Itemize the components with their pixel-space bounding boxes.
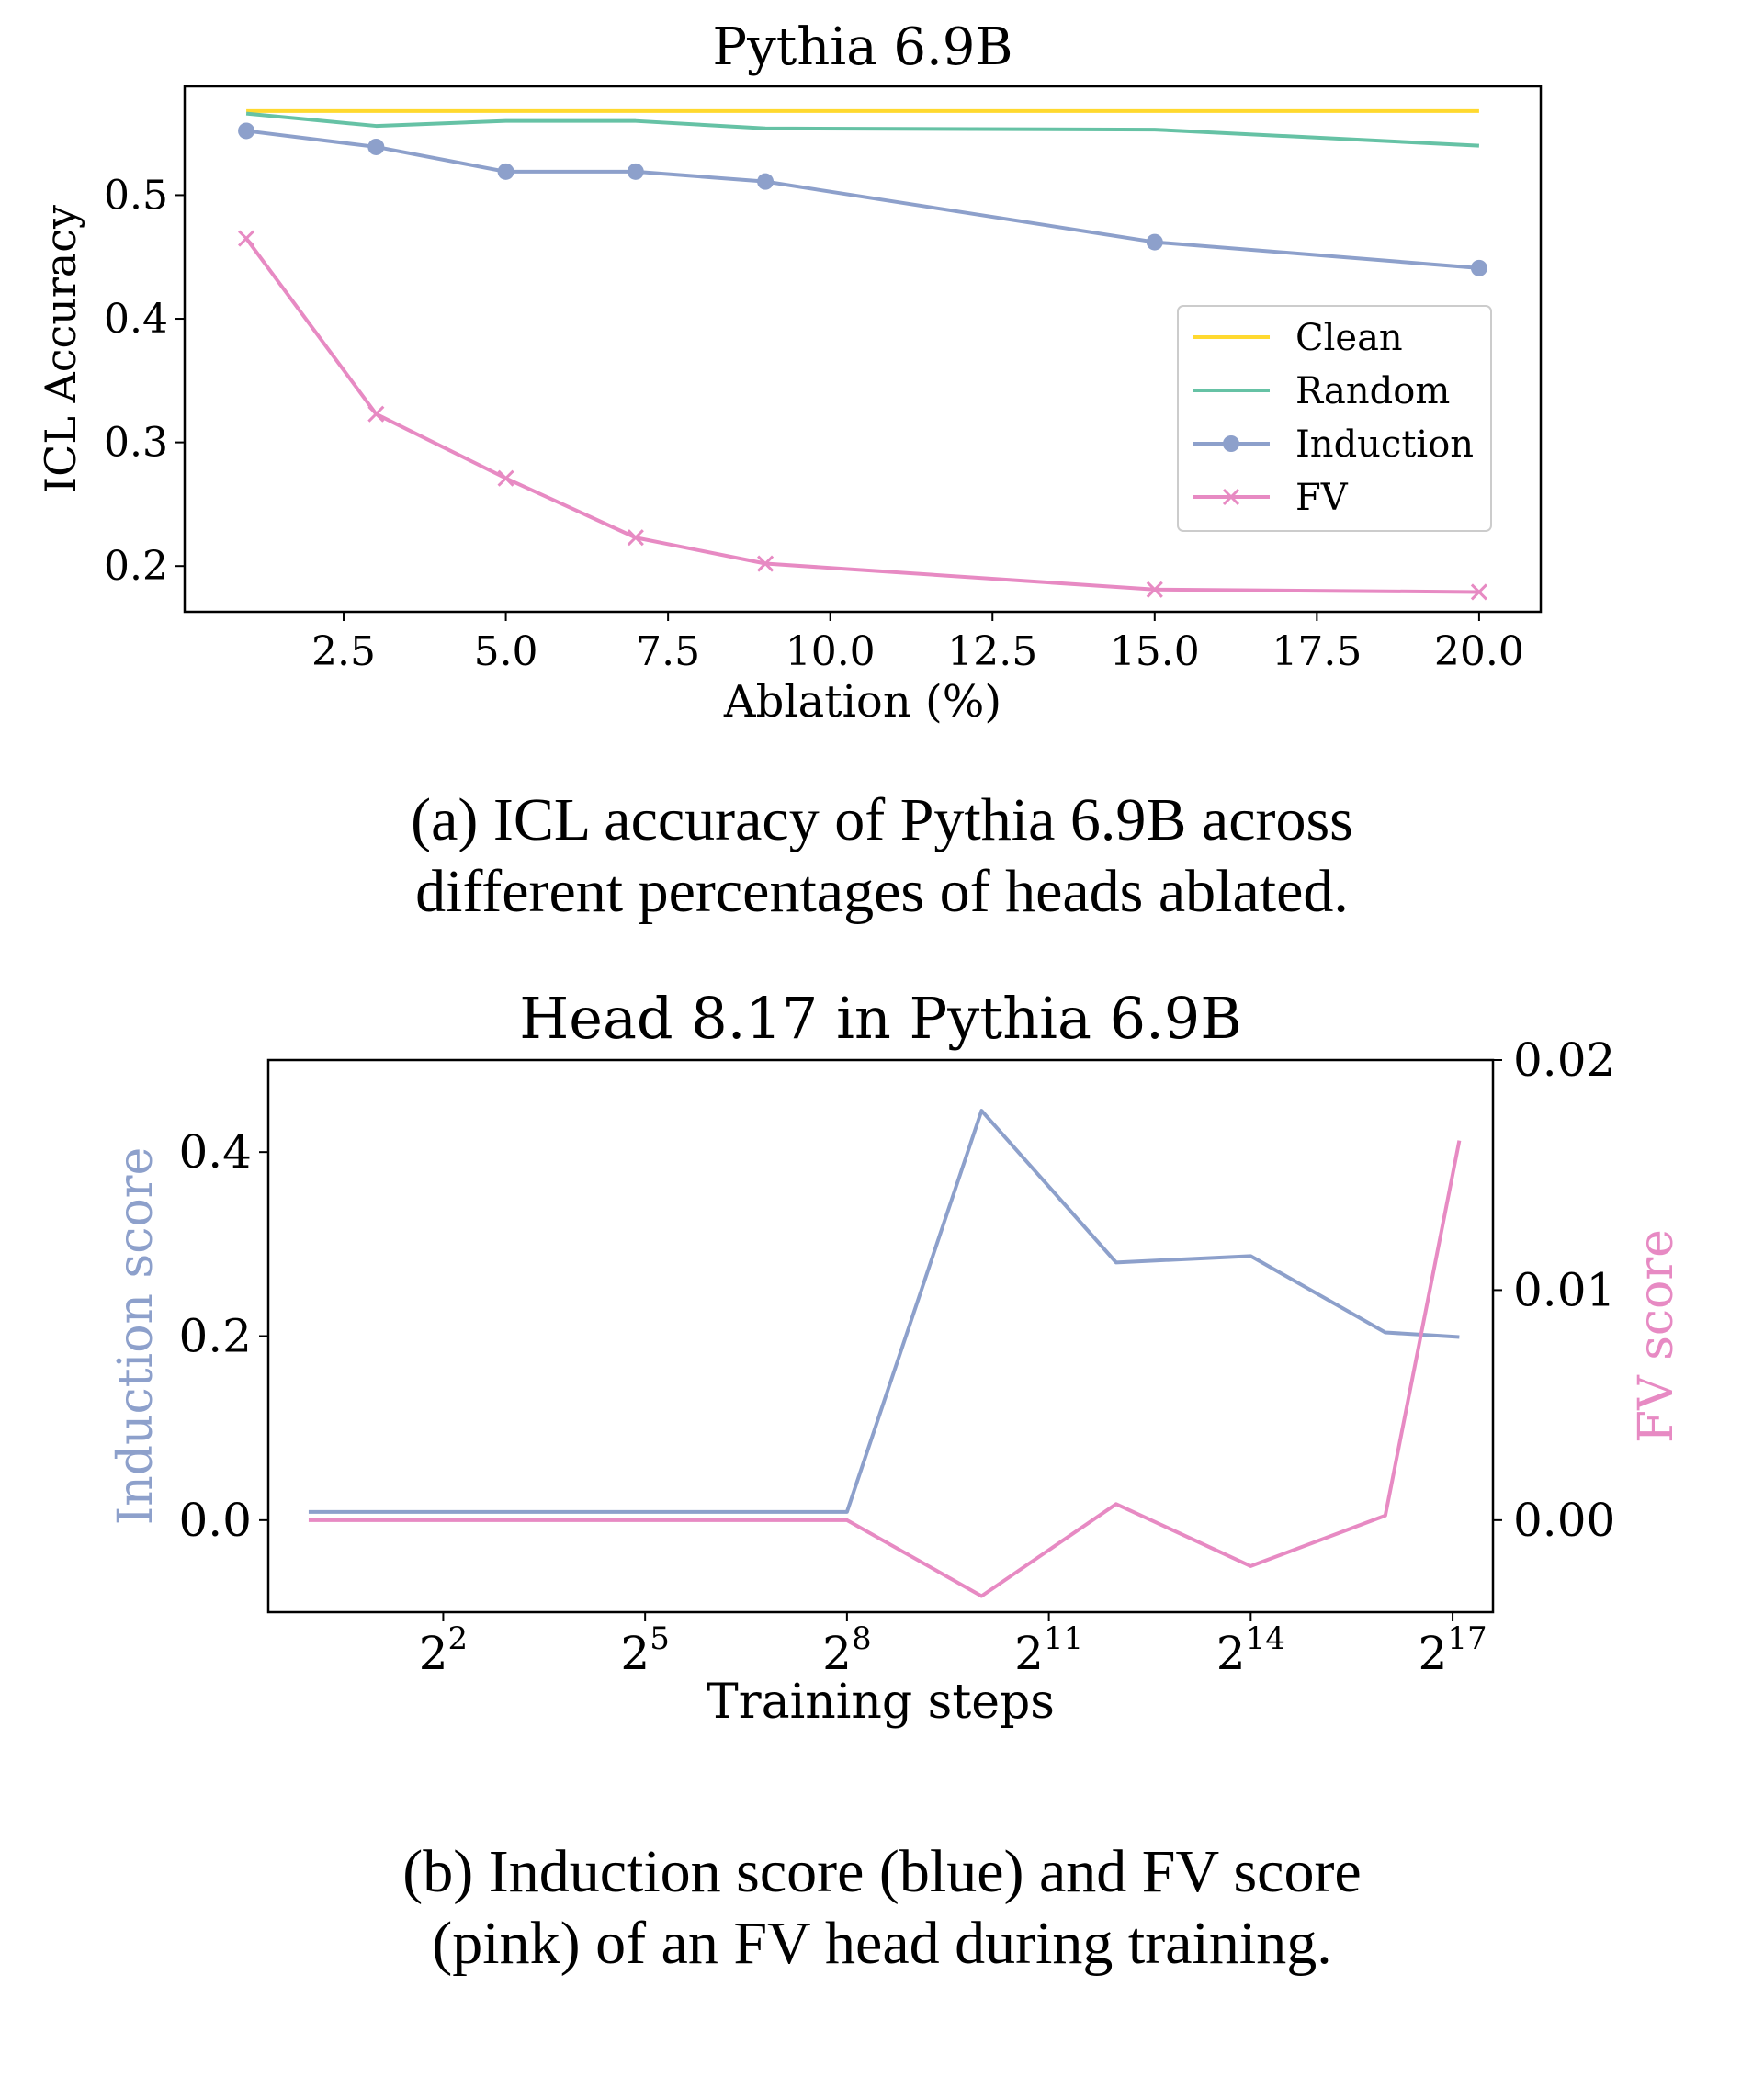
y-right-axis-label: FV score xyxy=(1629,1229,1684,1443)
x-tick-label: 5.0 xyxy=(474,628,538,675)
y-right-tick-label: 0.02 xyxy=(1513,1033,1615,1087)
x-tick-exponent: 17 xyxy=(1447,1620,1487,1657)
y-tick-label: 0.3 xyxy=(104,420,168,467)
point-fv xyxy=(757,555,775,572)
x-tick-label: 211 xyxy=(1014,1620,1083,1680)
x-tick-base: 2 xyxy=(620,1627,650,1680)
x-tick-exponent: 8 xyxy=(852,1620,872,1657)
point-induction xyxy=(627,163,644,180)
caption-a-line2: different percentages of heads ablated. xyxy=(415,858,1349,925)
point-fv xyxy=(627,529,644,547)
x-tick-label: 25 xyxy=(620,1620,669,1680)
point-induction xyxy=(238,122,255,140)
x-tick-exponent: 14 xyxy=(1246,1620,1285,1657)
x-tick-label: 15.0 xyxy=(1110,628,1200,675)
point-fv xyxy=(368,405,385,423)
x-tick-exponent: 2 xyxy=(448,1620,469,1657)
series-line-fv-score xyxy=(308,1140,1462,1598)
x-tick-label: 2.5 xyxy=(311,628,376,675)
x-tick-label: 214 xyxy=(1216,1620,1285,1680)
y-tick-label: 0.2 xyxy=(104,543,168,590)
x-tick-label: 20.0 xyxy=(1434,628,1524,675)
legend-label-fv: FV xyxy=(1295,477,1349,519)
point-fv xyxy=(1470,583,1487,601)
plot-frame xyxy=(183,85,1543,614)
x-tick-label: 12.5 xyxy=(947,628,1037,675)
legend: Clean Random Induction FV xyxy=(1177,305,1492,532)
y-tick-label: 0.4 xyxy=(104,296,168,343)
chart-ablation: Pythia 6.9B 2.5 5.0 7.5 10.0 12.5 15.0 17.5 20.0… xyxy=(36,17,1543,728)
series-line-induction-score xyxy=(308,1109,1460,1514)
y-right-tick-label: 0.00 xyxy=(1513,1494,1615,1547)
point-fv xyxy=(238,230,255,247)
legend-item-clean: Clean xyxy=(1193,317,1403,359)
x-tick-base: 2 xyxy=(1014,1627,1044,1680)
series-line-induction xyxy=(245,129,1480,270)
legend-label-clean: Clean xyxy=(1295,317,1403,359)
point-induction xyxy=(1146,233,1163,251)
point-induction xyxy=(757,173,775,190)
y-axis-label: ICL Accuracy xyxy=(36,205,85,493)
legend-item-random: Random xyxy=(1193,370,1450,412)
plot-frame xyxy=(266,1058,1495,1614)
point-induction xyxy=(497,163,514,180)
x-tick-base: 2 xyxy=(822,1627,852,1680)
legend-marker-fv xyxy=(1222,488,1240,506)
y-left-axis-label: Induction score xyxy=(108,1147,164,1526)
x-tick-label: 7.5 xyxy=(636,628,700,675)
x-tick-exponent: 5 xyxy=(650,1620,670,1657)
x-axis-label: Training steps xyxy=(707,1675,1055,1730)
point-induction xyxy=(1470,259,1487,276)
caption-b-line1: (b) Induction score (blue) and FV score xyxy=(402,1838,1362,1905)
x-tick-base: 2 xyxy=(1419,1627,1448,1680)
x-tick-base: 2 xyxy=(419,1627,448,1680)
legend-label-random: Random xyxy=(1295,370,1450,412)
point-fv xyxy=(497,469,514,487)
chart-title: Pythia 6.9B xyxy=(712,17,1012,77)
x-tick-label: 217 xyxy=(1419,1620,1487,1680)
y-left-tick-label: 0.2 xyxy=(178,1310,252,1363)
x-tick-label: 17.5 xyxy=(1272,628,1362,675)
x-tick-base: 2 xyxy=(1216,1627,1246,1680)
caption-b-line2: (pink) of an FV head during training. xyxy=(432,1910,1332,1977)
caption-a-line1: (a) ICL accuracy of Pythia 6.9B across xyxy=(411,786,1353,853)
legend-item-induction: Induction xyxy=(1193,423,1474,466)
x-tick-exponent: 11 xyxy=(1044,1620,1083,1657)
legend-marker-induction xyxy=(1223,435,1239,452)
x-tick-label: 28 xyxy=(822,1620,871,1680)
legend-item-fv: FV xyxy=(1193,477,1349,519)
y-left-tick-label: 0.0 xyxy=(178,1494,252,1547)
x-tick-label: 22 xyxy=(419,1620,468,1680)
series-line-random xyxy=(245,111,1480,148)
y-right-tick-label: 0.01 xyxy=(1513,1263,1615,1316)
legend-label-induction: Induction xyxy=(1295,423,1474,466)
point-induction xyxy=(368,138,385,155)
y-tick-label: 0.5 xyxy=(104,172,168,219)
point-fv xyxy=(1146,581,1163,598)
x-axis-label: Ablation (%) xyxy=(723,676,1001,728)
chart-title: Head 8.17 in Pythia 6.9B xyxy=(519,985,1242,1052)
x-tick-label: 10.0 xyxy=(786,628,876,675)
legend-box xyxy=(1177,305,1492,532)
y-left-tick-label: 0.4 xyxy=(178,1125,252,1179)
